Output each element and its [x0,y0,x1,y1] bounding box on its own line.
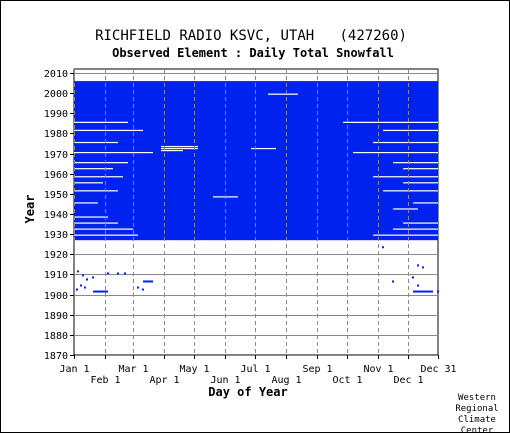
missing-gap [393,208,418,210]
y-axis-ticks: 1870 1880 1890 1900 1910 1920 1930 1940 1950 1960… [44,69,74,362]
missing-gap [161,147,198,150]
y-tick-label: 1990 [44,109,68,120]
y-tick-label: 1970 [44,150,68,161]
observed-point [422,266,424,269]
missing-gap [161,149,183,152]
observed-point [124,272,126,275]
observed-point [412,276,414,279]
missing-gap [393,162,438,164]
credit-block: Western Regional Climate Center [455,393,498,434]
missing-gap [251,147,276,150]
missing-gap [74,129,143,132]
missing-gap [403,222,438,224]
missing-gap [74,222,118,224]
y-tick-label: 1940 [44,210,68,221]
y-tick-label: 1870 [44,351,68,362]
y-axis-label: Year [23,195,37,224]
observed-point [417,264,419,267]
missing-gap [74,202,98,204]
missing-gap [353,151,438,154]
missing-gap [413,202,438,204]
missing-gap [74,176,123,178]
y-tick-label: 2000 [44,89,68,100]
y-tick-label: 1920 [44,250,68,261]
observed-point [77,270,79,273]
missing-gap [268,93,298,95]
credit-line-4: Center [461,426,494,434]
y-tick-label: 2010 [44,69,68,80]
missing-gap [383,129,438,132]
x-tick-label: Jan 1 [59,364,89,375]
x-tick-label: Sep 1 [302,364,332,375]
observed-run [93,290,108,293]
observed-point [437,290,439,293]
observed-point [76,288,78,291]
x-tick-label: Oct 1 [332,375,362,386]
credit-line-3: Climate [458,415,496,425]
observed-point [86,278,88,281]
y-tick-label: 1930 [44,230,68,241]
y-tick-label: 1900 [44,291,68,302]
missing-gap [74,228,133,230]
missing-gap [383,190,438,192]
observed-point [92,276,94,279]
missing-gap [161,145,198,148]
missing-gap [373,141,438,144]
missing-gap [74,234,138,236]
missing-gap [393,228,438,230]
y-tick-label: 1960 [44,170,68,181]
x-tick-label: Apr 1 [149,375,179,386]
missing-gap [74,162,128,164]
missing-gap [373,234,438,236]
missing-gap [74,216,108,218]
x-tick-label: Nov 1 [363,364,393,375]
missing-gap [74,190,118,192]
observed-point [137,286,139,289]
chart-subtitle: Observed Element : Daily Total Snowfall [112,46,394,60]
x-tick-label: Jun 1 [210,375,240,386]
x-tick-label: Mar 1 [118,364,148,375]
x-tick-label: Aug 1 [271,375,301,386]
x-tick-label: May 1 [179,364,209,375]
missing-gap [403,168,438,170]
missing-gap [74,168,113,170]
y-tick-label: 1910 [44,270,68,281]
missing-gap [373,176,438,178]
credit-line-1: Western [458,393,496,403]
credit-line-2: Regional [455,404,498,414]
y-tick-label: 1880 [44,331,68,342]
missing-gap [74,141,118,144]
observed-run [413,290,433,293]
y-tick-label: 1890 [44,311,68,322]
observed-point [417,284,419,287]
y-tick-label: 1950 [44,190,68,201]
x-tick-label: Jul 1 [240,364,270,375]
observed-point [84,286,86,289]
chart-title: RICHFIELD RADIO KSVC, UTAH (427260) [95,28,407,44]
y-tick-label: 1980 [44,129,68,140]
observed-run [143,280,153,283]
observed-point [382,246,384,249]
x-tick-label: Feb 1 [90,375,120,386]
plot-area [73,68,439,356]
observed-point [117,272,119,275]
observed-point [107,272,109,275]
missing-gap [343,121,438,123]
missing-gap [74,151,153,154]
missing-gap [403,182,438,184]
observed-point [392,280,394,283]
observed-point [142,288,144,291]
missing-gap [74,121,128,123]
x-axis-label: Day of Year [208,385,287,399]
missing-gap [74,182,103,184]
x-tick-label: Dec 31 [420,364,456,375]
x-tick-label: Dec 1 [393,375,423,386]
observed-point [80,284,82,287]
observed-point [82,274,84,277]
